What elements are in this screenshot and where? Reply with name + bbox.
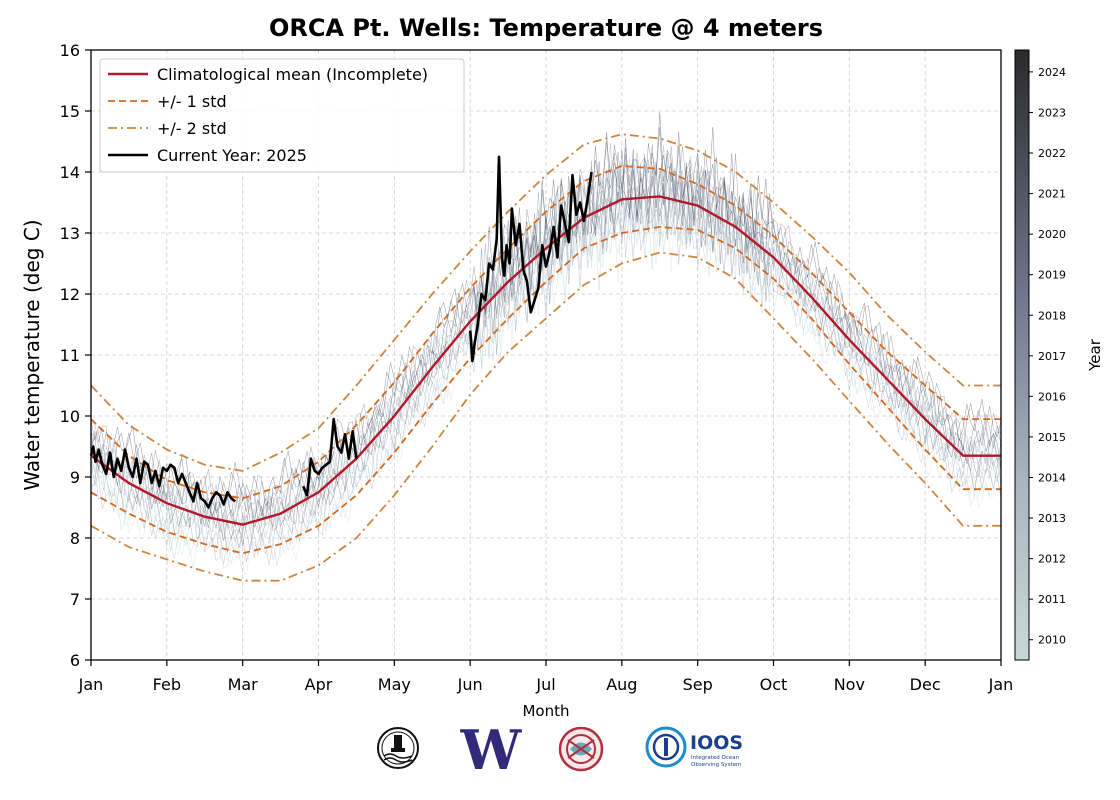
legend-label: +/- 2 std [157, 119, 227, 138]
colorbar-tick-label: 2019 [1038, 269, 1066, 282]
x-tick-label: Jan [988, 675, 1014, 694]
legend-box [99, 58, 465, 173]
nanoos-logo [558, 726, 604, 772]
y-tick-label: 11 [60, 346, 80, 365]
x-tick-label: Mar [228, 675, 259, 694]
colorbar-tick-label: 2021 [1038, 188, 1066, 201]
legend-label: Climatological mean (Incomplete) [157, 65, 428, 84]
climatological-mean-line [90, 195, 1001, 526]
legend-label: Current Year: 2025 [157, 146, 307, 165]
current-year-line [89, 445, 236, 509]
current-year-line [302, 417, 358, 497]
y-tick-label: 8 [70, 529, 80, 548]
std2-upper-line [90, 133, 1001, 472]
colorbar-tick-label: 2023 [1038, 106, 1066, 119]
historical-year-line [90, 157, 1002, 565]
current-year-series [89, 155, 593, 509]
colorbar-gradient [1014, 49, 1030, 661]
x-tick-label: Dec [910, 675, 941, 694]
colorbar-tick-label: 2016 [1038, 390, 1066, 403]
svg-text:Observing System: Observing System [691, 762, 741, 768]
colorbar-tick-label: 2018 [1038, 309, 1066, 322]
colorbar-tick-label: 2017 [1038, 350, 1066, 363]
colorbar-tick-label: 2015 [1038, 431, 1066, 444]
chart-title: ORCA Pt. Wells: Temperature @ 4 meters [269, 14, 823, 42]
uw-logo-text: W [460, 724, 523, 772]
x-tick-label: Feb [153, 675, 181, 694]
uw-logo: W [460, 724, 523, 772]
y-tick-label: 10 [60, 407, 80, 426]
historical-year-line [90, 170, 1002, 576]
std2-lower-line [90, 251, 1001, 582]
y-tick-label: 15 [60, 102, 80, 121]
x-tick-label: Oct [760, 675, 788, 694]
x-tick-label: Jul [535, 675, 555, 694]
historical-year-line [90, 143, 1002, 566]
y-tick-label: 7 [70, 590, 80, 609]
colorbar-tick-label: 2020 [1038, 228, 1066, 241]
x-tick-label: Sep [683, 675, 713, 694]
ioos-logo-text: IOOS [690, 732, 743, 754]
svg-text:Integrated Ocean: Integrated Ocean [691, 755, 740, 761]
y-tick-label: 12 [60, 285, 80, 304]
current-year-line [468, 155, 593, 363]
y-tick-label: 6 [70, 651, 80, 670]
ioos-logo: IOOS Integrated Ocean Observing System [645, 726, 743, 768]
colorbar-tick-label: 2024 [1038, 66, 1066, 79]
colorbar-tick-label: 2012 [1038, 553, 1066, 566]
colorbar-tick-label: 2011 [1038, 593, 1066, 606]
x-tick-label: May [378, 675, 411, 694]
x-tick-label: Apr [305, 675, 333, 694]
y-tick-label: 16 [60, 41, 80, 60]
x-tick-label: Jan [78, 675, 104, 694]
colorbar-label: Year [1086, 338, 1104, 372]
y-tick-label: 9 [70, 468, 80, 487]
std1-upper-line [90, 164, 1001, 500]
x-tick-label: Aug [606, 675, 637, 694]
x-tick-label: Nov [834, 675, 865, 694]
x-tick-label: Jun [457, 675, 483, 694]
x-axis-label: Month [522, 702, 569, 720]
historical-year-line [90, 112, 1002, 529]
year-colorbar: 2010 2011 2012 2013 2014 2015 2016 2017 2018 2019… [1014, 49, 1104, 661]
legend-label: +/- 1 std [157, 92, 227, 111]
legend: Climatological mean (Incomplete) +/- 1 st… [99, 58, 465, 173]
historical-year-lines [90, 112, 1002, 576]
climatology-lines [90, 133, 1001, 582]
colorbar-tick-label: 2010 [1038, 634, 1066, 647]
colorbar-tick-label: 2022 [1038, 147, 1066, 160]
colorbar-tick-label: 2014 [1038, 471, 1066, 484]
y-tick-label: 14 [60, 163, 80, 182]
colorbar-tick-label: 2013 [1038, 512, 1066, 525]
orca-buoy-logo [377, 727, 419, 769]
y-tick-label: 13 [60, 224, 80, 243]
y-axis-label: Water temperature (deg C) [20, 219, 44, 490]
axes: 6 7 8 9 10 11 12 13 14 15 16 Jan Feb Mar Apr May Jun Jul A… [60, 41, 1014, 694]
